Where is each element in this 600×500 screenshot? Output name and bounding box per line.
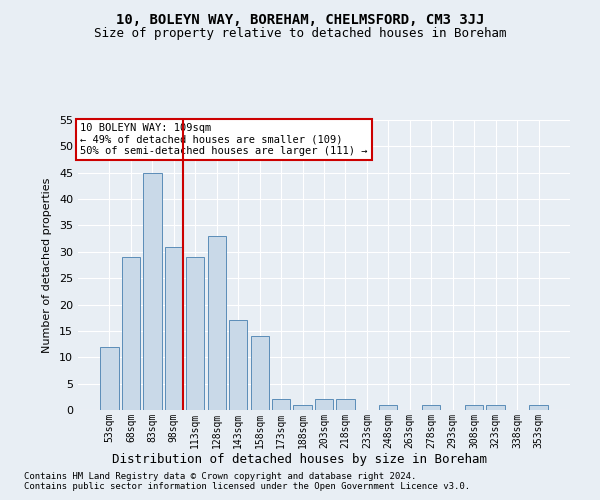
Bar: [465, 404, 483, 410]
Bar: [122, 257, 140, 410]
Bar: [293, 404, 311, 410]
Bar: [165, 246, 183, 410]
Bar: [272, 400, 290, 410]
Bar: [422, 404, 440, 410]
Bar: [529, 404, 548, 410]
Bar: [186, 257, 205, 410]
Text: Size of property relative to detached houses in Boreham: Size of property relative to detached ho…: [94, 28, 506, 40]
Bar: [379, 404, 397, 410]
Bar: [100, 346, 119, 410]
Bar: [315, 400, 333, 410]
Y-axis label: Number of detached properties: Number of detached properties: [42, 178, 52, 352]
Text: 10 BOLEYN WAY: 109sqm
← 49% of detached houses are smaller (109)
50% of semi-det: 10 BOLEYN WAY: 109sqm ← 49% of detached …: [80, 123, 368, 156]
Bar: [208, 236, 226, 410]
Bar: [487, 404, 505, 410]
Bar: [143, 172, 161, 410]
Text: Distribution of detached houses by size in Boreham: Distribution of detached houses by size …: [113, 454, 487, 466]
Text: Contains HM Land Registry data © Crown copyright and database right 2024.: Contains HM Land Registry data © Crown c…: [24, 472, 416, 481]
Bar: [251, 336, 269, 410]
Bar: [229, 320, 247, 410]
Text: 10, BOLEYN WAY, BOREHAM, CHELMSFORD, CM3 3JJ: 10, BOLEYN WAY, BOREHAM, CHELMSFORD, CM3…: [116, 12, 484, 26]
Text: Contains public sector information licensed under the Open Government Licence v3: Contains public sector information licen…: [24, 482, 470, 491]
Bar: [337, 400, 355, 410]
